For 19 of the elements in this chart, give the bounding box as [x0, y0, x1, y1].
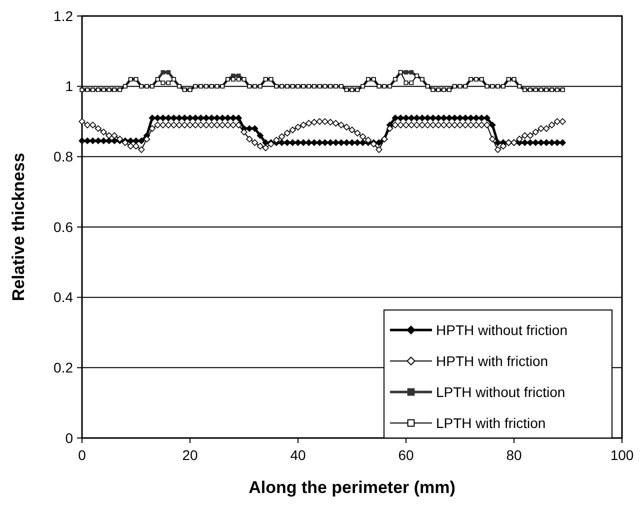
- legend-label: LPTH without friction: [436, 384, 566, 400]
- y-tick-label: 1.2: [54, 8, 74, 24]
- y-tick-label: 0.6: [54, 218, 74, 235]
- x-tick-label: 20: [182, 447, 198, 463]
- y-tick-label: 0.8: [54, 148, 74, 165]
- y-tick-label: 0.2: [54, 360, 74, 376]
- x-tick-label: 100: [610, 447, 634, 463]
- x-tick-label: 80: [506, 447, 522, 463]
- x-tick-label: 0: [78, 447, 86, 463]
- y-axis-title: Relative thickness: [9, 152, 28, 302]
- x-axis-title: Along the perimeter (mm): [248, 478, 456, 497]
- y-tick-label: 1: [65, 78, 74, 94]
- x-tick-label: 40: [290, 447, 306, 463]
- legend-label: LPTH with friction: [436, 414, 546, 431]
- y-tick-label: 0.4: [54, 289, 74, 306]
- legend-label: HPTH without friction: [436, 322, 568, 338]
- x-tick-label: 60: [398, 447, 414, 463]
- legend-label: HPTH with friction: [436, 352, 548, 369]
- y-tick-label: 0: [65, 430, 74, 446]
